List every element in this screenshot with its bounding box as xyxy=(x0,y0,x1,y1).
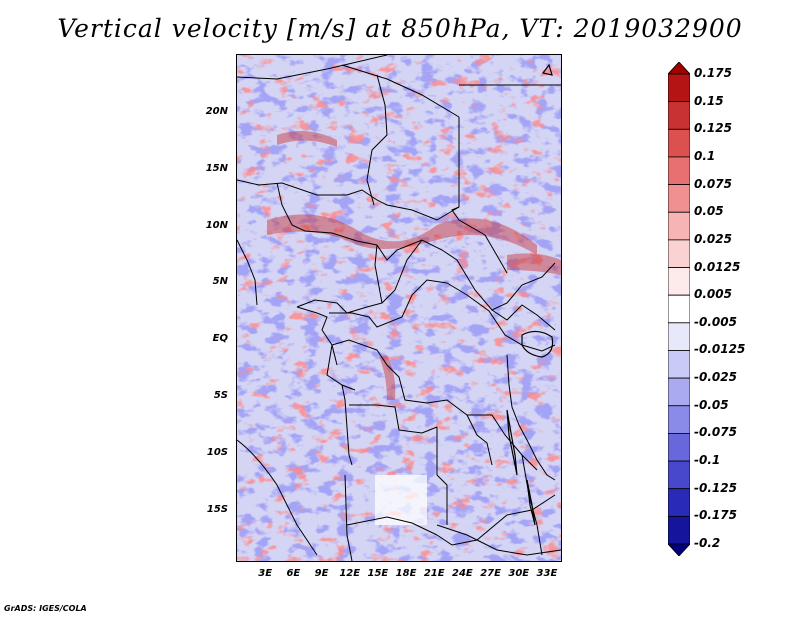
colorbar-level-label: -0.025 xyxy=(694,370,737,385)
colorbar-swatch xyxy=(668,239,690,268)
upward-motion-bands xyxy=(267,131,561,400)
colorbar-swatch xyxy=(668,515,690,545)
colorbar-swatch xyxy=(668,101,690,130)
colorbar-level-label: 0.125 xyxy=(694,121,732,136)
grads-credit: GrADS: IGES/COLA xyxy=(4,604,87,613)
colorbar-level-label: -0.075 xyxy=(694,425,737,440)
longitude-tick-label: 6E xyxy=(286,568,301,579)
longitude-tick-label: 27E xyxy=(480,568,501,579)
colorbar-level-label: 0.005 xyxy=(694,287,732,302)
colorbar-level-label: 0.175 xyxy=(694,66,732,80)
colorbar-swatch xyxy=(668,405,690,434)
latitude-tick-label: 15N xyxy=(205,162,228,174)
latitude-tick-label: 10S xyxy=(206,446,228,458)
colorbar-level-label: 0.075 xyxy=(694,176,732,191)
colorbar xyxy=(668,62,690,556)
colorbar-level-label: 0.0125 xyxy=(694,259,741,274)
vertical-velocity-field xyxy=(237,55,561,561)
longitude-tick-label: 24E xyxy=(452,568,473,579)
colorbar-swatch xyxy=(668,267,690,296)
colorbar-swatch xyxy=(668,294,690,324)
longitude-tick-label: 15E xyxy=(367,568,389,579)
colorbar-swatch xyxy=(668,211,690,241)
longitude-tick-label: 3E xyxy=(258,568,273,579)
latitude-tick-label: EQ xyxy=(212,333,228,345)
colorbar-level-label: 0.1 xyxy=(694,148,716,163)
longitude-tick-label: 12E xyxy=(339,568,361,579)
colorbar-level-label: -0.125 xyxy=(694,480,737,495)
colorbar-swatch xyxy=(668,350,690,379)
colorbar-level-label: -0.05 xyxy=(694,397,729,412)
colorbar-level-label: -0.1 xyxy=(694,453,721,468)
colorbar-swatch xyxy=(668,128,690,158)
map-title: Vertical velocity [m/s] at 850hPa, VT: 2… xyxy=(57,14,743,43)
latitude-tick-label: 5N xyxy=(212,276,228,288)
map-panel xyxy=(236,54,562,562)
longitude-tick-label: 18E xyxy=(395,568,417,579)
colorbar-swatch xyxy=(668,73,690,103)
latitude-tick-label: 5S xyxy=(213,390,228,402)
colorbar-level-label: -0.175 xyxy=(694,508,737,523)
colorbar-swatch xyxy=(668,322,690,351)
colorbar-swatch xyxy=(668,184,690,213)
colorbar-swatch xyxy=(668,377,690,407)
latitude-tick-label: 10N xyxy=(205,219,228,231)
colorbar-level-label: -0.0125 xyxy=(694,342,746,357)
colorbar-level-label: 0.15 xyxy=(694,93,724,108)
colorbar-swatch xyxy=(668,156,690,185)
longitude-tick-label: 30E xyxy=(508,568,530,579)
colorbar-level-label: 0.05 xyxy=(694,204,724,219)
longitude-tick-label: 33E xyxy=(536,568,558,579)
latitude-tick-label: 20N xyxy=(205,105,228,117)
latitude-tick-label: 15S xyxy=(206,503,228,515)
colorbar-swatch xyxy=(668,488,690,517)
no-data-patch xyxy=(375,475,427,525)
colorbar-level-label: 0.025 xyxy=(694,231,732,246)
colorbar-swatch xyxy=(668,433,690,462)
longitude-tick-label: 21E xyxy=(423,568,445,579)
colorbar-swatch xyxy=(668,543,690,556)
lakes xyxy=(506,63,554,526)
colorbar-swatch xyxy=(668,460,690,490)
colorbar-level-label: -0.2 xyxy=(694,536,721,550)
colorbar-level-label: -0.005 xyxy=(694,314,737,329)
longitude-tick-label: 9E xyxy=(314,568,329,579)
colorbar-swatch xyxy=(668,62,690,75)
country-borders xyxy=(237,55,561,561)
